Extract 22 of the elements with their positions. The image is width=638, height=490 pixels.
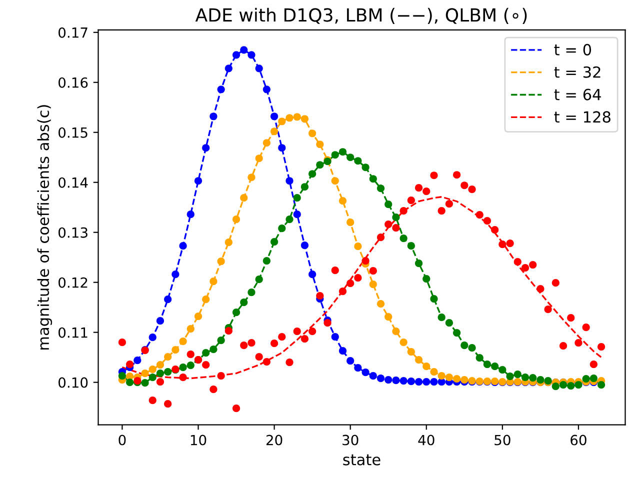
x-tick-label: 40 [418,434,434,446]
y-tick-label: 0.11 [58,327,88,338]
y-tick-label: 0.17 [58,27,88,38]
legend-label: t = 64 [554,88,601,100]
chart-title: ADE with D1Q3, LBM (−−), QLBM (∘) [195,8,527,24]
x-tick-label: 10 [190,434,206,446]
x-axis-title: state [343,454,380,466]
x-tick-label: 60 [570,434,586,446]
x-tick-label: 0 [118,434,126,446]
y-tick-label: 0.12 [58,277,88,288]
legend-label: t = 128 [554,111,610,123]
legend-label: t = 32 [554,66,600,78]
y-tick-label: 0.10 [58,377,88,388]
legend-label: t = 0 [554,44,592,56]
x-tick-label: 20 [266,434,282,446]
y-tick-label: 0.14 [58,177,88,188]
x-tick-label: 50 [494,434,510,446]
y-tick-label: 0.15 [58,127,88,138]
x-tick-label: 30 [342,434,358,446]
y-tick-label: 0.13 [58,227,88,238]
y-tick-label: 0.16 [58,77,88,88]
y-axis-title: magnitude of coefficients abs(c) [37,105,52,350]
